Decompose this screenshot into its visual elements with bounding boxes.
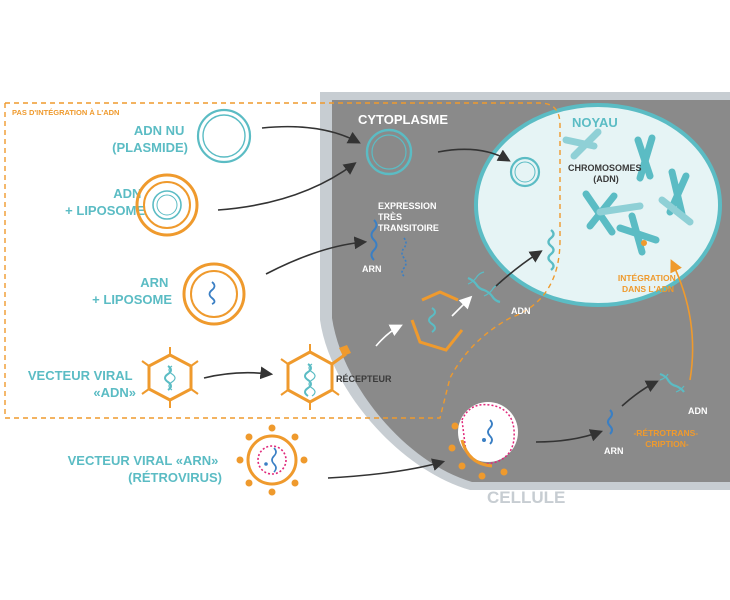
cytoplasm-plasmid-icon [365, 128, 413, 176]
arrow-capsid-to-dna [451, 295, 473, 317]
arrow-viral-vector-to-receptor [203, 366, 274, 380]
cytoplasm-dna-label: ADN [511, 306, 531, 316]
chromosomes-label: CHROMOSOMES (ADN) [568, 163, 644, 184]
arrow-integration [670, 259, 694, 381]
retro-rna-label: ARN [604, 446, 624, 456]
retro-rna-icon [607, 409, 613, 435]
plasmid-icon [196, 108, 252, 164]
nucleus-dna-icon [547, 229, 555, 271]
receptor-label: RÉCEPTEUR [336, 374, 392, 384]
rna-strand-icon [370, 219, 407, 277]
retro-dna-icon [659, 372, 685, 393]
retrovirus-fusion-icon [448, 402, 518, 480]
dna-liposome-icon [135, 173, 199, 237]
retro-dna-label: ADN [688, 406, 708, 416]
arrow-receptor-to-capsid [375, 324, 403, 347]
reverse-transcription-label: -RÉTROTRANS- CRIPTION- [633, 428, 700, 449]
arrow-fusion-to-rna [535, 429, 604, 443]
chromosomes-icon [562, 128, 694, 256]
cell-label: CELLULE [487, 488, 565, 507]
nucleus-label: NOYAU [572, 115, 618, 130]
viral-vector-receptor-icon [280, 344, 351, 410]
viral-dna-vector-label: VECTEUR VIRAL «ADN» [28, 368, 136, 400]
viral-rna-vector-label: VECTEUR VIRAL «ARN» (RÉTROVIRUS) [68, 453, 222, 485]
rna-liposome-icon [182, 262, 246, 326]
arrow-dna-liposome-to-cytoplasm [217, 162, 357, 211]
arrow-cytoplasm-to-nucleus [437, 148, 511, 162]
nucleus-plasmid-icon [509, 156, 541, 188]
pathway-arrows [203, 125, 694, 479]
viral-dna-vector-icon [141, 347, 199, 408]
arrow-plasmid-to-cytoplasm [261, 125, 361, 144]
cytoplasm-rna-label: ARN [362, 264, 382, 274]
cytoplasm-label: CYTOPLASME [358, 112, 448, 127]
arrow-retrovirus-to-membrane [327, 458, 446, 479]
no-integration-label: PAS D'INTÉGRATION À L'ADN [12, 108, 119, 117]
arrow-rna-to-dna [621, 380, 659, 407]
opened-capsid-icon [410, 290, 464, 352]
no-integration-zone [4, 102, 561, 419]
integration-label: INTÉGRATION DANS L'ADN [618, 273, 678, 294]
retrovirus-icon [236, 424, 308, 496]
naked-dna-label: ADN NU (PLASMIDE) [112, 123, 188, 155]
arrow-dna-to-nucleus [495, 250, 543, 287]
dna-liposome-label: ADN + LIPOSOME [65, 186, 145, 218]
arrow-rna-liposome-to-cytoplasm [265, 236, 368, 275]
rna-liposome-label: ARN + LIPOSOME [92, 275, 172, 307]
transient-expression-label: EXPRESSION TRÈS TRANSITOIRE [378, 201, 439, 233]
